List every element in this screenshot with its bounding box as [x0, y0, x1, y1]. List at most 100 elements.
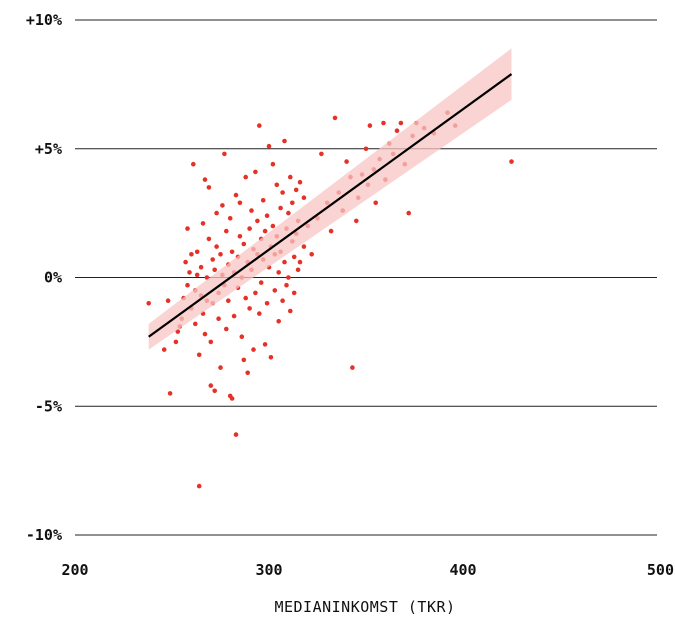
gridlines: [75, 19, 657, 536]
data-point: [206, 185, 212, 190]
data-point: [220, 203, 225, 208]
data-point: [210, 257, 215, 262]
data-point: [229, 249, 235, 255]
data-point: [276, 319, 282, 324]
x-axis-title: MEDIANINKOMST (TKR): [274, 598, 455, 616]
data-point: [189, 252, 194, 257]
data-point: [282, 259, 287, 265]
data-point: [231, 313, 237, 319]
data-point: [198, 264, 204, 270]
y-tick-label: +10%: [26, 11, 62, 29]
data-point: [255, 218, 260, 224]
data-point: [185, 226, 190, 231]
data-point: [212, 267, 217, 273]
data-point: [319, 151, 324, 157]
data-point: [222, 151, 227, 157]
data-point: [328, 228, 334, 234]
data-point: [214, 244, 219, 249]
data-point: [237, 200, 243, 206]
data-point: [509, 159, 514, 164]
y-tick-label: +5%: [35, 140, 62, 158]
data-point: [146, 301, 151, 306]
data-point: [224, 326, 229, 332]
data-point: [243, 295, 248, 301]
data-point: [286, 210, 291, 216]
data-point: [247, 226, 252, 231]
data-point: [288, 174, 293, 180]
data-point: [309, 252, 315, 257]
data-point: [245, 370, 250, 376]
data-point: [193, 321, 198, 327]
data-point: [204, 275, 210, 280]
data-point: [243, 174, 248, 180]
trend-line: [148, 73, 513, 338]
data-point: [297, 179, 303, 185]
data-point: [295, 267, 301, 273]
data-point: [282, 138, 287, 144]
data-point: [167, 391, 173, 396]
data-point: [272, 288, 278, 293]
data-point: [194, 272, 200, 278]
data-point: [270, 161, 276, 167]
data-point: [280, 298, 285, 304]
y-tick-label: -5%: [35, 397, 62, 415]
x-tick-label: 200: [61, 561, 88, 579]
y-axis-ticks: +10% +5% 0% -5% -10%: [26, 11, 62, 544]
data-point: [266, 143, 272, 149]
data-point: [332, 115, 338, 121]
data-point: [229, 396, 235, 401]
data-point: [194, 249, 200, 255]
data-point: [406, 210, 412, 216]
data-point: [173, 339, 179, 345]
data-point: [264, 213, 270, 218]
x-tick-label: 500: [647, 561, 674, 579]
data-point: [291, 254, 297, 260]
data-point: [208, 383, 214, 388]
data-point: [191, 161, 196, 167]
data-point: [241, 357, 247, 363]
data-point: [161, 347, 167, 352]
data-point: [218, 252, 223, 257]
data-point: [183, 259, 188, 265]
data-point: [350, 365, 355, 370]
data-point: [262, 342, 268, 347]
data-point: [241, 241, 247, 247]
data-point: [286, 275, 291, 280]
data-point: [274, 182, 280, 188]
data-point: [253, 169, 258, 175]
data-point: [247, 306, 252, 311]
data-point: [394, 128, 400, 133]
data-point: [260, 198, 266, 203]
data-point: [226, 298, 231, 304]
data-point: [200, 221, 206, 226]
data-point: [290, 200, 295, 206]
data-point: [293, 187, 299, 193]
data-point: [216, 316, 221, 322]
data-point: [278, 205, 283, 211]
data-point: [251, 347, 256, 352]
data-point: [257, 123, 262, 128]
x-axis-ticks: 200 300 400 500: [61, 561, 674, 579]
data-point: [398, 120, 404, 126]
y-tick-label: 0%: [44, 269, 62, 287]
data-point: [258, 280, 264, 285]
y-tick-label: -10%: [26, 526, 62, 544]
data-point: [187, 270, 192, 275]
data-point: [175, 329, 181, 334]
data-point: [196, 352, 202, 358]
data-point: [233, 432, 239, 437]
data-point: [185, 282, 190, 288]
data-point: [344, 159, 349, 164]
data-point: [288, 308, 293, 314]
data-point: [196, 483, 202, 489]
data-point: [284, 282, 289, 288]
data-point: [224, 228, 229, 234]
data-point: [227, 216, 233, 221]
x-tick-label: 400: [449, 561, 476, 579]
data-point: [257, 311, 262, 316]
data-point: [233, 192, 239, 198]
data-point: [280, 190, 285, 195]
data-point: [301, 195, 307, 200]
data-point: [202, 331, 208, 337]
